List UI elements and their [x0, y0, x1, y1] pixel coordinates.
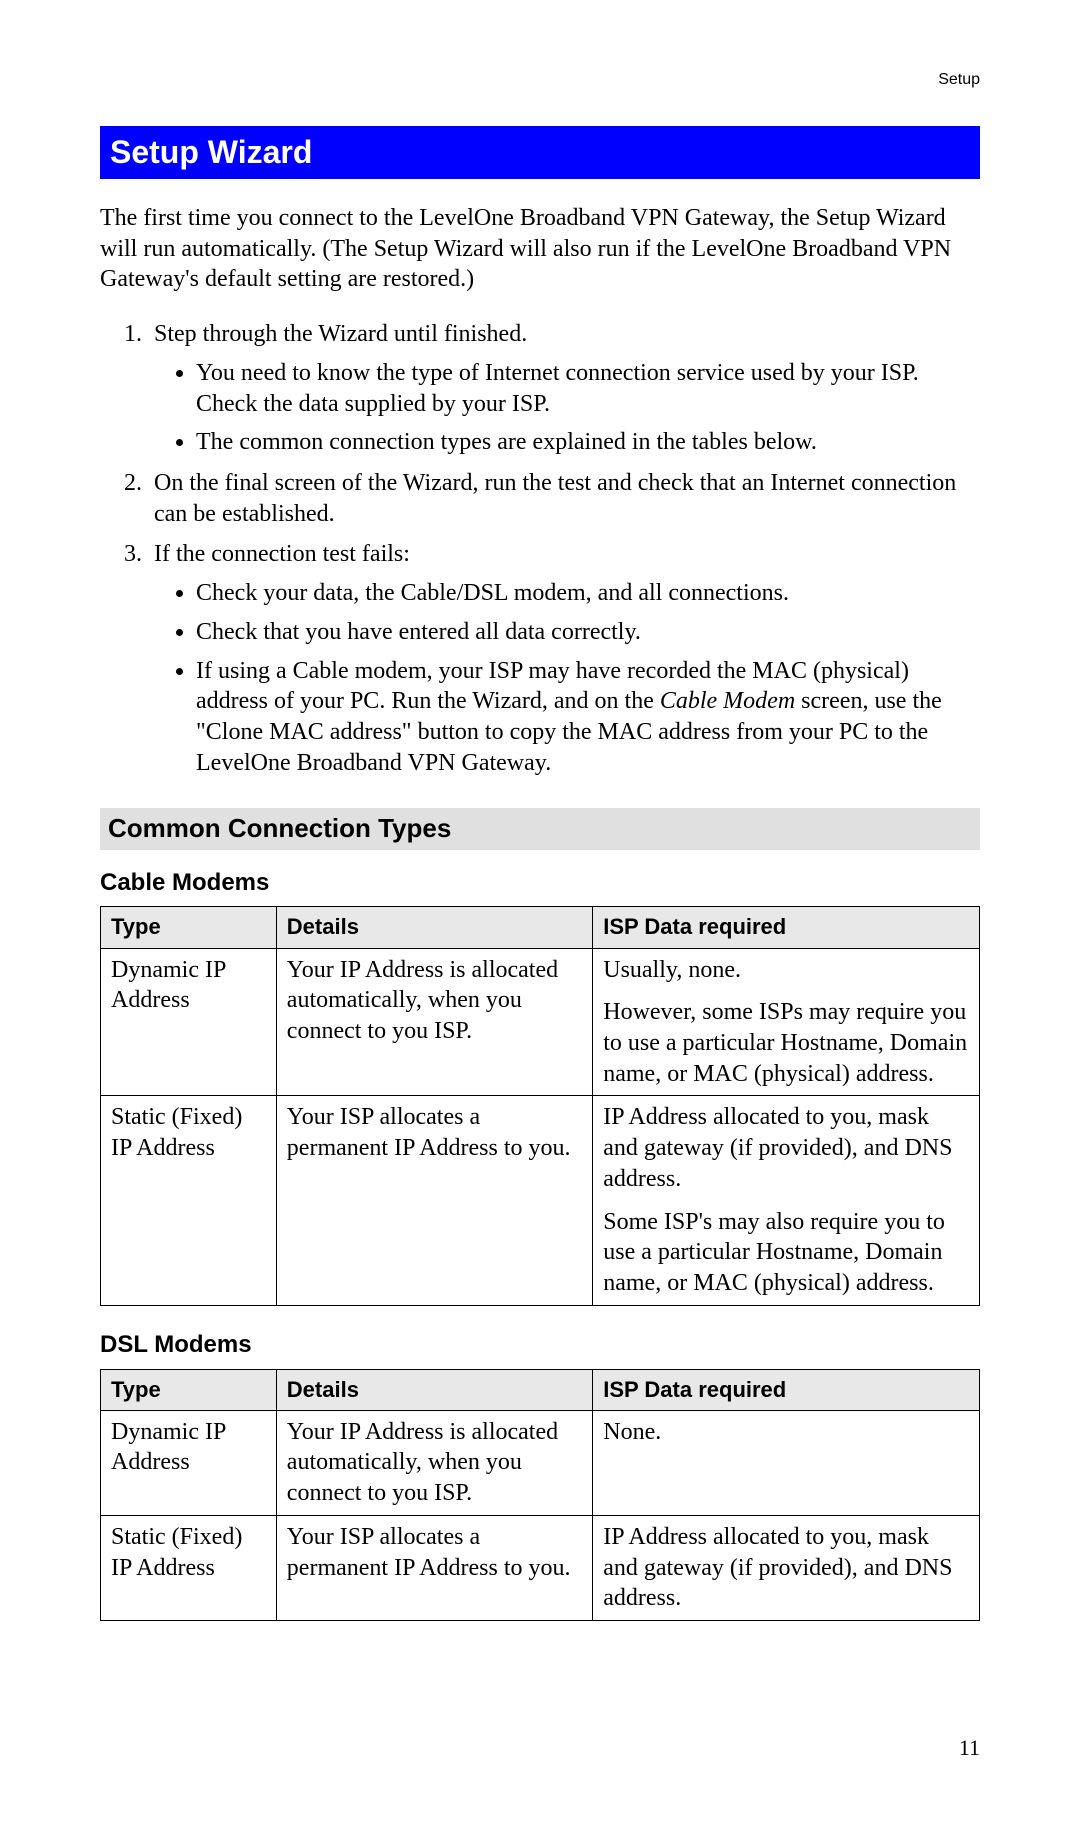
col-header-details: Details	[276, 907, 592, 948]
cell-isp-p1: IP Address allocated to you, mask and ga…	[603, 1102, 969, 1194]
cell-isp-p2: However, some ISPs may require you to us…	[603, 997, 969, 1089]
table-row: Dynamic IP Address Your IP Address is al…	[101, 948, 980, 1096]
step-1: Step through the Wizard until finished. …	[148, 319, 980, 458]
cell-isp-p2: Some ISP's may also require you to use a…	[603, 1207, 969, 1299]
cell-isp: Usually, none. However, some ISPs may re…	[593, 948, 980, 1096]
dsl-modems-table: Type Details ISP Data required Dynamic I…	[100, 1369, 980, 1621]
step-3-bullets: Check your data, the Cable/DSL modem, an…	[154, 578, 980, 778]
step-2: On the final screen of the Wizard, run t…	[148, 468, 980, 529]
cable-modems-heading: Cable Modems	[100, 868, 980, 899]
table-row: Dynamic IP Address Your IP Address is al…	[101, 1410, 980, 1515]
step-2-text: On the final screen of the Wizard, run t…	[154, 470, 956, 527]
cell-isp-p1: None.	[603, 1417, 969, 1448]
section-heading-common-connection-types: Common Connection Types	[100, 808, 980, 849]
cell-isp-p1: Usually, none.	[603, 955, 969, 986]
cell-details: Your ISP allocates a permanent IP Addres…	[276, 1515, 592, 1620]
step-1-text: Step through the Wizard until finished.	[154, 321, 527, 347]
col-header-type: Type	[101, 907, 277, 948]
step-3-bullet-3: If using a Cable modem, your ISP may hav…	[196, 656, 980, 779]
cell-type: Static (Fixed) IP Address	[101, 1515, 277, 1620]
intro-paragraph: The first time you connect to the LevelO…	[100, 203, 980, 295]
dsl-modems-heading: DSL Modems	[100, 1330, 980, 1361]
col-header-details: Details	[276, 1369, 592, 1410]
page-number: 11	[959, 1734, 980, 1762]
table-row: Static (Fixed) IP Address Your ISP alloc…	[101, 1096, 980, 1305]
table-header-row: Type Details ISP Data required	[101, 1369, 980, 1410]
header-section-label: Setup	[938, 70, 980, 90]
col-header-isp: ISP Data required	[593, 1369, 980, 1410]
step-1-bullets: You need to know the type of Internet co…	[154, 358, 980, 458]
cell-type: Dynamic IP Address	[101, 1410, 277, 1515]
step-1-bullet-1: You need to know the type of Internet co…	[196, 358, 980, 419]
cell-type: Static (Fixed) IP Address	[101, 1096, 277, 1305]
cell-isp: IP Address allocated to you, mask and ga…	[593, 1096, 980, 1305]
cell-type: Dynamic IP Address	[101, 948, 277, 1096]
cell-details: Your ISP allocates a permanent IP Addres…	[276, 1096, 592, 1305]
cell-isp: None.	[593, 1410, 980, 1515]
page: Setup Setup Wizard The first time you co…	[0, 0, 1080, 1822]
cable-modems-table: Type Details ISP Data required Dynamic I…	[100, 906, 980, 1305]
step-3-bullet-1: Check your data, the Cable/DSL modem, an…	[196, 578, 980, 609]
step-3-bullet-2: Check that you have entered all data cor…	[196, 617, 980, 648]
table-header-row: Type Details ISP Data required	[101, 907, 980, 948]
steps-list: Step through the Wizard until finished. …	[100, 319, 980, 778]
cell-details: Your IP Address is allocated automatical…	[276, 1410, 592, 1515]
table-row: Static (Fixed) IP Address Your ISP alloc…	[101, 1515, 980, 1620]
step-1-bullet-2: The common connection types are explaine…	[196, 427, 980, 458]
col-header-type: Type	[101, 1369, 277, 1410]
page-title: Setup Wizard	[100, 126, 980, 179]
cell-isp: IP Address allocated to you, mask and ga…	[593, 1515, 980, 1620]
step-3: If the connection test fails: Check your…	[148, 539, 980, 778]
step-3-bullet-3-italic: Cable Modem	[660, 688, 795, 714]
step-3-text: If the connection test fails:	[154, 541, 410, 567]
col-header-isp: ISP Data required	[593, 907, 980, 948]
cell-details: Your IP Address is allocated automatical…	[276, 948, 592, 1096]
cell-isp-p1: IP Address allocated to you, mask and ga…	[603, 1522, 969, 1614]
